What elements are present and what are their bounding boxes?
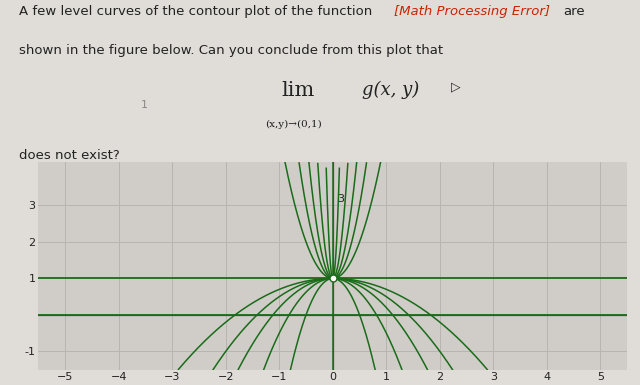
Text: g(x, y): g(x, y)	[362, 81, 419, 99]
Text: are: are	[563, 5, 585, 18]
Text: lim: lim	[282, 81, 315, 100]
Text: ▷: ▷	[451, 81, 461, 94]
Text: 1: 1	[141, 100, 148, 110]
Text: shown in the figure below. Can you conclude from this plot that: shown in the figure below. Can you concl…	[19, 44, 444, 57]
Text: (x,y)→(0,1): (x,y)→(0,1)	[266, 120, 323, 129]
Text: [Math Processing Error]: [Math Processing Error]	[394, 5, 550, 18]
Text: does not exist?: does not exist?	[19, 149, 120, 162]
Text: A few level curves of the contour plot of the function: A few level curves of the contour plot o…	[19, 5, 377, 18]
Text: 3: 3	[337, 194, 344, 204]
